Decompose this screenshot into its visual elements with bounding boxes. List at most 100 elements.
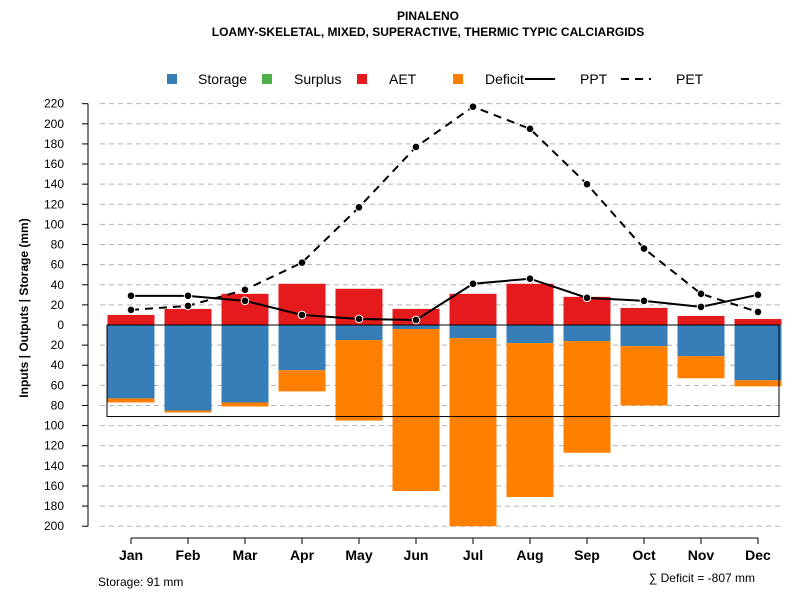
deficit-bar	[734, 380, 782, 387]
bars	[106, 283, 782, 527]
y-tick-label: 40	[51, 358, 65, 372]
deficit-bar	[164, 410, 212, 413]
legend-swatch	[357, 74, 367, 84]
pet-line	[130, 105, 759, 313]
ppt-point	[696, 302, 706, 312]
x-tick-label: Apr	[290, 547, 315, 563]
y-tick-label: 20	[51, 338, 65, 352]
legend-label: Deficit	[485, 71, 524, 87]
y-tick-label: 80	[51, 238, 65, 252]
aet-bar	[620, 307, 668, 325]
ppt-point	[468, 279, 478, 289]
y-tick-label: 60	[51, 378, 65, 392]
y-tick-label: 120	[44, 439, 64, 453]
ppt-point	[126, 291, 136, 301]
pet-point	[639, 244, 649, 253]
x-tick-label: May	[345, 547, 372, 563]
y-tick-label: 0	[57, 318, 64, 332]
pet-point	[354, 202, 364, 212]
storage-bar	[677, 325, 725, 357]
x-tick-label: Jun	[404, 547, 429, 563]
x-tick-label: Feb	[176, 547, 201, 563]
x-tick-label: Nov	[688, 547, 715, 563]
legend-label: Surplus	[294, 71, 341, 87]
legend: Storage Surplus AET Deficit PPT PET	[167, 71, 704, 87]
y-tick-label: 200	[44, 519, 64, 533]
storage-bar	[392, 325, 440, 330]
deficit-bar	[677, 356, 725, 379]
x-tick-label: Sep	[574, 547, 600, 563]
legend-label: PPT	[580, 71, 608, 87]
y-tick-label: 80	[51, 398, 65, 412]
x-axis: Jan Feb Mar Apr May Jun Jul Aug Sep Oct Nov Dec	[119, 537, 771, 563]
storage-bar	[221, 325, 269, 403]
pet-point	[411, 142, 421, 152]
ppt-line	[131, 277, 759, 321]
pet-point	[468, 102, 478, 111]
aet-bar	[677, 315, 725, 325]
legend-label: PET	[676, 71, 704, 87]
chart-title: PINALENO	[397, 9, 459, 23]
deficit-bar	[506, 343, 554, 498]
pet-point	[753, 307, 763, 317]
pet-point	[582, 179, 592, 189]
y-tick-label: 100	[44, 419, 64, 433]
lines	[126, 102, 763, 325]
legend-swatch	[167, 74, 177, 84]
storage-bar	[620, 325, 668, 347]
pet-point	[696, 289, 706, 299]
y-axis: 2202001801601401201008060402002040608010…	[44, 97, 89, 533]
storage-note: Storage: 91 mm	[98, 575, 183, 589]
pet-point	[525, 124, 535, 134]
storage-bar	[107, 325, 155, 399]
ppt-point	[240, 296, 250, 306]
chart-subtitle: LOAMY-SKELETAL, MIXED, SUPERACTIVE, THER…	[212, 25, 644, 39]
y-tick-label: 100	[44, 217, 64, 231]
x-tick-label: Jan	[119, 547, 143, 563]
pet-point	[183, 301, 193, 311]
ppt-point	[297, 310, 307, 320]
y-tick-label: 220	[44, 97, 64, 111]
deficit-bar	[278, 370, 326, 392]
x-tick-label: Mar	[233, 547, 258, 563]
y-tick-label: 140	[44, 459, 64, 473]
aet-bar	[449, 293, 497, 325]
y-tick-label: 160	[44, 157, 64, 171]
aet-bar	[734, 318, 782, 325]
aet-bar	[506, 283, 554, 325]
ppt-point	[183, 291, 193, 301]
ppt-point	[582, 293, 592, 303]
deficit-bar	[620, 346, 668, 406]
x-tick-label: Dec	[745, 547, 771, 563]
y-tick-label: 60	[51, 258, 65, 272]
legend-swatch	[262, 74, 272, 84]
y-axis-label: Inputs | Outputs | Storage (mm)	[17, 218, 31, 397]
deficit-bar	[563, 341, 611, 453]
deficit-note: ∑ Deficit = -807 mm	[649, 571, 755, 585]
legend-label: Storage	[198, 71, 247, 87]
y-tick-label: 180	[44, 137, 64, 151]
y-tick-label: 160	[44, 479, 64, 493]
storage-bar	[278, 325, 326, 371]
y-tick-label: 180	[44, 499, 64, 513]
x-tick-label: Jul	[463, 547, 483, 563]
pet-point	[297, 258, 307, 267]
ppt-point	[525, 274, 535, 284]
ppt-point	[411, 315, 421, 325]
storage-bar	[563, 325, 611, 342]
x-tick-label: Oct	[632, 547, 656, 563]
storage-bar	[734, 325, 782, 381]
y-tick-label: 200	[44, 117, 64, 131]
deficit-bar	[221, 402, 269, 407]
deficit-bar	[392, 329, 440, 491]
y-tick-label: 20	[51, 298, 65, 312]
storage-bar	[449, 325, 497, 339]
deficit-bar	[107, 398, 155, 403]
storage-bar	[164, 325, 212, 411]
ppt-point	[639, 296, 649, 306]
ppt-point	[753, 290, 763, 300]
pet-point	[240, 285, 250, 295]
storage-bar	[506, 325, 554, 344]
legend-swatch	[453, 74, 463, 84]
